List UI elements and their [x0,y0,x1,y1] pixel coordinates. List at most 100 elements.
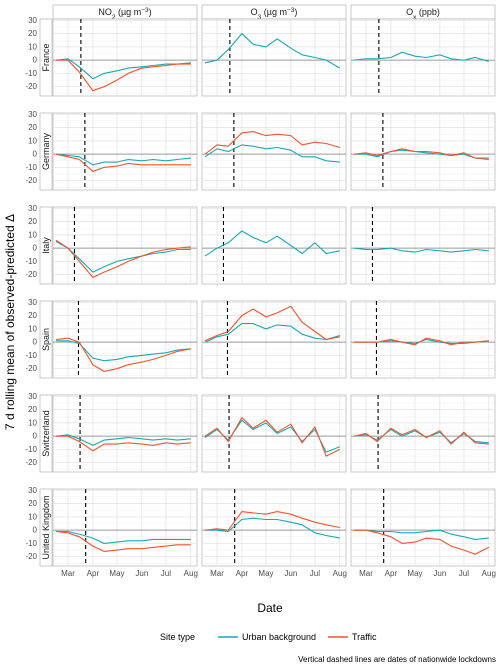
series-line-traffic [204,511,340,531]
x-tick-label: May [109,569,124,578]
y-tick-label: -10 [25,445,37,454]
y-tick-label: -10 [25,163,37,172]
y-tick-label: 30 [28,298,37,307]
x-tick-label: Jul [459,569,469,578]
facet-panels: NO2 (µg m−3) O3 (µg m−3) Ox (ppb) France -20… [25,4,496,578]
y-tick-label: 20 [28,217,37,226]
y-tick-label: -20 [25,458,37,467]
panel-bg [201,394,347,473]
y-tick-label: 20 [28,405,37,414]
x-tick-label: Apr [385,569,398,578]
legend: Site type Urban background Traffic [160,632,377,642]
y-tick-label: 0 [33,526,38,535]
series-line-traffic [55,530,191,552]
series-line-urban-background [205,517,340,539]
y-tick-label: -10 [25,539,37,548]
panel-bg [350,394,496,473]
strip-label-row-2: Italy [41,237,51,254]
x-tick-label: May [407,569,422,578]
y-tick-label: 30 [28,486,37,495]
x-tick-label: Apr [236,569,249,578]
y-tick-label: 0 [33,150,38,159]
series-line-urban-background [56,340,191,362]
y-tick-label: 10 [28,136,37,145]
y-tick-label: 0 [33,338,38,347]
series-line-urban-background [354,149,489,161]
x-tick-label: Apr [87,569,100,578]
series-line-urban-background [55,153,191,166]
x-tick-label: Mar [210,569,224,578]
panel-bg [52,206,198,285]
y-tick-label: 0 [33,56,38,65]
series-line-traffic [353,427,489,445]
y-tick-label: 0 [33,244,38,253]
y-tick-label: 10 [28,512,37,521]
series-line-traffic [354,337,489,346]
strip-row-1 [39,112,53,191]
y-tick-label: -20 [25,552,37,561]
x-tick-label: Jun [135,569,148,578]
strip-row-3 [39,300,53,379]
y-tick-label: -10 [25,69,37,78]
y-tick-label: 20 [28,29,37,38]
x-tick-label: Aug [482,569,496,578]
strip-label-row-3: Spain [41,328,51,351]
series-line-urban-background [204,32,341,69]
x-tick-label: Jul [310,569,320,578]
x-tick-label: Aug [184,569,198,578]
x-tick-label: Mar [61,569,75,578]
y-tick-label: 10 [28,418,37,427]
series-line-urban-background [204,323,340,343]
y-tick-label: 10 [28,230,37,239]
panel-bg [52,488,198,567]
x-tick-label: Jun [433,569,446,578]
legend-label-urban-background: Urban background [242,632,316,642]
panel-bg [52,18,198,97]
y-tick-label: -20 [25,176,37,185]
panel-bg [201,18,347,97]
panel-bg [52,394,198,473]
legend-label-traffic: Traffic [352,632,377,642]
y-tick-label: 20 [28,123,37,132]
series-line-traffic [204,131,340,155]
strip-row-2 [39,206,53,285]
y-axis-title: 7 d rolling mean of observed-predicted Δ [3,214,17,430]
series-line-urban-background [204,230,340,257]
y-tick-label: -20 [25,82,37,91]
series-line-traffic [55,153,191,173]
panel-bg [201,206,347,285]
x-tick-label: Aug [333,569,347,578]
strip-row-0 [39,18,53,97]
series-line-urban-background [55,241,191,273]
y-tick-label: 0 [33,432,38,441]
series-line-urban-background [55,58,191,80]
series-line-traffic [353,148,489,159]
panel-bg [52,112,198,191]
strip-label-row-5: United Kingdom [41,495,51,559]
series-line-traffic [55,239,191,279]
strip-label-row-1: Germany [41,132,51,170]
series-line-urban-background [353,247,489,253]
y-tick-label: -10 [25,257,37,266]
y-tick-label: 10 [28,324,37,333]
strip-label-col-2: Ox (ppb) [406,7,440,21]
series-line-traffic [204,305,340,342]
series-line-urban-background [56,530,191,544]
chart-caption: Vertical dashed lines are dates of natio… [298,655,496,664]
y-tick-label: -20 [25,364,37,373]
panel-bg [201,112,347,191]
x-axis-title: Date [257,601,283,615]
y-tick-label: -20 [25,270,37,279]
series-line-urban-background [354,529,489,540]
strip-row-5 [39,488,53,567]
strip-label-row-0: France [41,43,51,71]
strip-label-col-1: O3 (µg m−3) [251,7,298,21]
y-tick-label: 30 [28,16,37,25]
series-line-traffic [56,59,191,92]
series-line-traffic [204,416,341,457]
y-tick-label: 20 [28,499,37,508]
x-tick-label: May [258,569,273,578]
panel-bg [52,300,198,379]
strip-label-col-0: NO2 (µg m−3) [98,7,151,21]
